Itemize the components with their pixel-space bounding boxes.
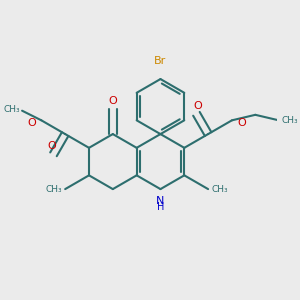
Text: CH₃: CH₃ xyxy=(211,184,228,194)
Text: H: H xyxy=(157,202,164,212)
Text: CH₃: CH₃ xyxy=(281,116,298,125)
Text: O: O xyxy=(27,118,36,128)
Text: N: N xyxy=(156,196,165,206)
Text: CH₃: CH₃ xyxy=(46,184,62,194)
Text: Br: Br xyxy=(154,56,167,66)
Text: O: O xyxy=(48,141,56,152)
Text: O: O xyxy=(108,96,117,106)
Text: O: O xyxy=(194,101,202,111)
Text: CH₃: CH₃ xyxy=(3,105,20,114)
Text: O: O xyxy=(237,118,246,128)
